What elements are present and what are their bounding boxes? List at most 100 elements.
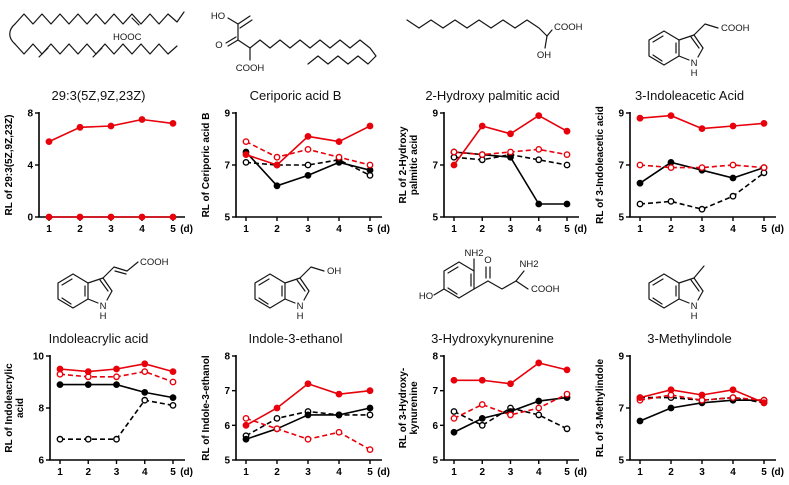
marker-black-solid <box>667 404 674 412</box>
double-bond <box>238 19 253 29</box>
x-tick-label: 1 <box>243 224 249 235</box>
panel-indoleacrylic-acid: COOH N H Indoleacrylic acid 6 8 10 1 2 3 4 5 (d)… <box>0 243 197 485</box>
x-tick-label: 2 <box>274 467 280 478</box>
bond <box>13 43 178 55</box>
marker-red-solid <box>140 360 148 368</box>
x-tick-label: 3 <box>113 467 119 478</box>
x-tick-label: 2 <box>668 224 674 235</box>
panel-3-methylindole: N H 3-Methylindole 5 7 9 1 2 3 4 5 (d) RL of 3-Me… <box>591 243 788 485</box>
y-axis-label: kynurenine <box>409 381 420 435</box>
chart-2-hydroxy-palmitic-acid: 5 7 9 1 2 3 4 5 (d) RL of 2-Hydroxy palmitic acid <box>398 109 587 236</box>
structure-label: HOOC <box>113 32 142 43</box>
y-axis-label: RL of Indoleacrylic <box>4 363 15 453</box>
bond <box>442 261 475 299</box>
marker-red-dashed <box>636 161 643 169</box>
marker-red-dashed <box>273 425 280 433</box>
x-tick-label: 4 <box>336 224 342 235</box>
x-tick-label: 3 <box>108 224 114 235</box>
marker-black-dashed <box>169 402 176 409</box>
y-tick-label: 8 <box>27 109 33 120</box>
x-tick-label: 5 <box>367 467 373 478</box>
bond <box>105 290 113 301</box>
marker-red-solid <box>636 114 643 122</box>
structure-label: N <box>690 301 697 312</box>
series-red-solid <box>245 382 370 427</box>
marker-black-dashed <box>636 200 643 208</box>
structure-label: COOH <box>235 63 264 74</box>
marker-red-solid <box>760 399 767 407</box>
marker-black-dashed <box>534 411 542 419</box>
marker-red-dashed <box>534 404 542 412</box>
y-tick-label: 5 <box>432 456 438 467</box>
marker-red-solid <box>729 386 736 394</box>
y-tick-label: 5 <box>432 213 438 224</box>
structure-29-3-fatty-acid: HOOC <box>8 11 185 58</box>
y-tick-label: 9 <box>432 109 438 120</box>
marker-black-solid <box>242 435 249 443</box>
marker-black-dashed <box>563 425 570 433</box>
marker-red-solid <box>76 123 83 131</box>
marker-red-solid <box>366 387 373 395</box>
x-tick-label: 2 <box>479 224 485 235</box>
marker-black-solid <box>140 389 148 396</box>
x-axis-label: (d) <box>574 467 587 478</box>
y-tick-label: 7 <box>618 404 624 415</box>
x-tick-label: 2 <box>274 224 280 235</box>
bond <box>253 273 286 309</box>
marker-black-solid <box>478 415 486 422</box>
series-red-solid <box>245 125 370 166</box>
y-tick-label: 9 <box>618 109 624 120</box>
marker-red-solid <box>698 391 705 399</box>
chart-3-indoleacetic-acid: 5 7 9 1 2 3 4 5 (d) RL of 3-Indoleacetic acid <box>595 106 784 235</box>
structure-label: NH2 <box>464 248 483 259</box>
panel-3-indoleacetic-acid: COOH N H 3-Indoleacetic Acid 5 7 9 1 2 3 4 5 (d)… <box>591 0 788 243</box>
bond <box>13 11 185 25</box>
compound-name: Indoleacrylic acid <box>48 331 149 346</box>
marker-red-dashed <box>506 148 514 156</box>
double-bond <box>98 279 109 292</box>
structure-label: COOH <box>721 23 750 34</box>
marker-red-solid <box>698 125 705 132</box>
marker-red-dashed <box>366 446 373 454</box>
y-tick-label: 8 <box>38 404 44 415</box>
bond <box>86 298 99 304</box>
y-tick-label: 5 <box>224 456 230 467</box>
marker-black-dashed <box>56 435 63 443</box>
marker-red-dashed <box>304 435 311 443</box>
x-axis-label: (d) <box>377 224 390 235</box>
marker-red-solid <box>366 122 373 130</box>
marker-red-solid <box>760 119 767 127</box>
panel-3-hydroxykynurenine: HO NH2 O NH2 COOH 3-Hydroxykynurenine 5 6… <box>394 243 591 485</box>
marker-black-solid <box>636 417 643 425</box>
marker-black-dashed <box>84 435 92 443</box>
marker-red-dashed <box>450 148 457 156</box>
bond <box>677 55 690 61</box>
marker-red-baseline <box>169 213 176 221</box>
compound-name: 3-Methylindole <box>647 331 732 346</box>
double-bond <box>295 279 306 292</box>
bond <box>486 280 517 290</box>
double-bond <box>37 47 49 58</box>
bond <box>692 34 704 49</box>
bond <box>248 39 377 65</box>
marker-black-dashed <box>698 205 705 213</box>
structure-label: OH <box>536 50 550 61</box>
y-tick-label: 0 <box>27 213 33 224</box>
double-bond <box>130 17 140 26</box>
marker-red-solid <box>242 421 249 429</box>
compound-name: Ceriporic acid B <box>249 88 342 103</box>
y-axis-label: RL of Ceriporic acid B <box>201 113 212 218</box>
structure-label: O <box>484 255 491 266</box>
double-bond <box>257 297 269 305</box>
structure-label: N <box>690 58 697 69</box>
bond <box>677 277 695 284</box>
marker-red-dashed <box>273 153 280 161</box>
y-tick-label: 7 <box>224 161 230 172</box>
x-tick-label: 5 <box>170 224 176 235</box>
compound-name: 3-Indoleacetic Acid <box>634 88 745 103</box>
bond <box>56 273 89 309</box>
chart-3-methylindole: 5 7 9 1 2 3 4 5 (d) RL of 3-Methylindole <box>595 352 784 479</box>
structure-3-methylindole: N H <box>647 265 705 322</box>
